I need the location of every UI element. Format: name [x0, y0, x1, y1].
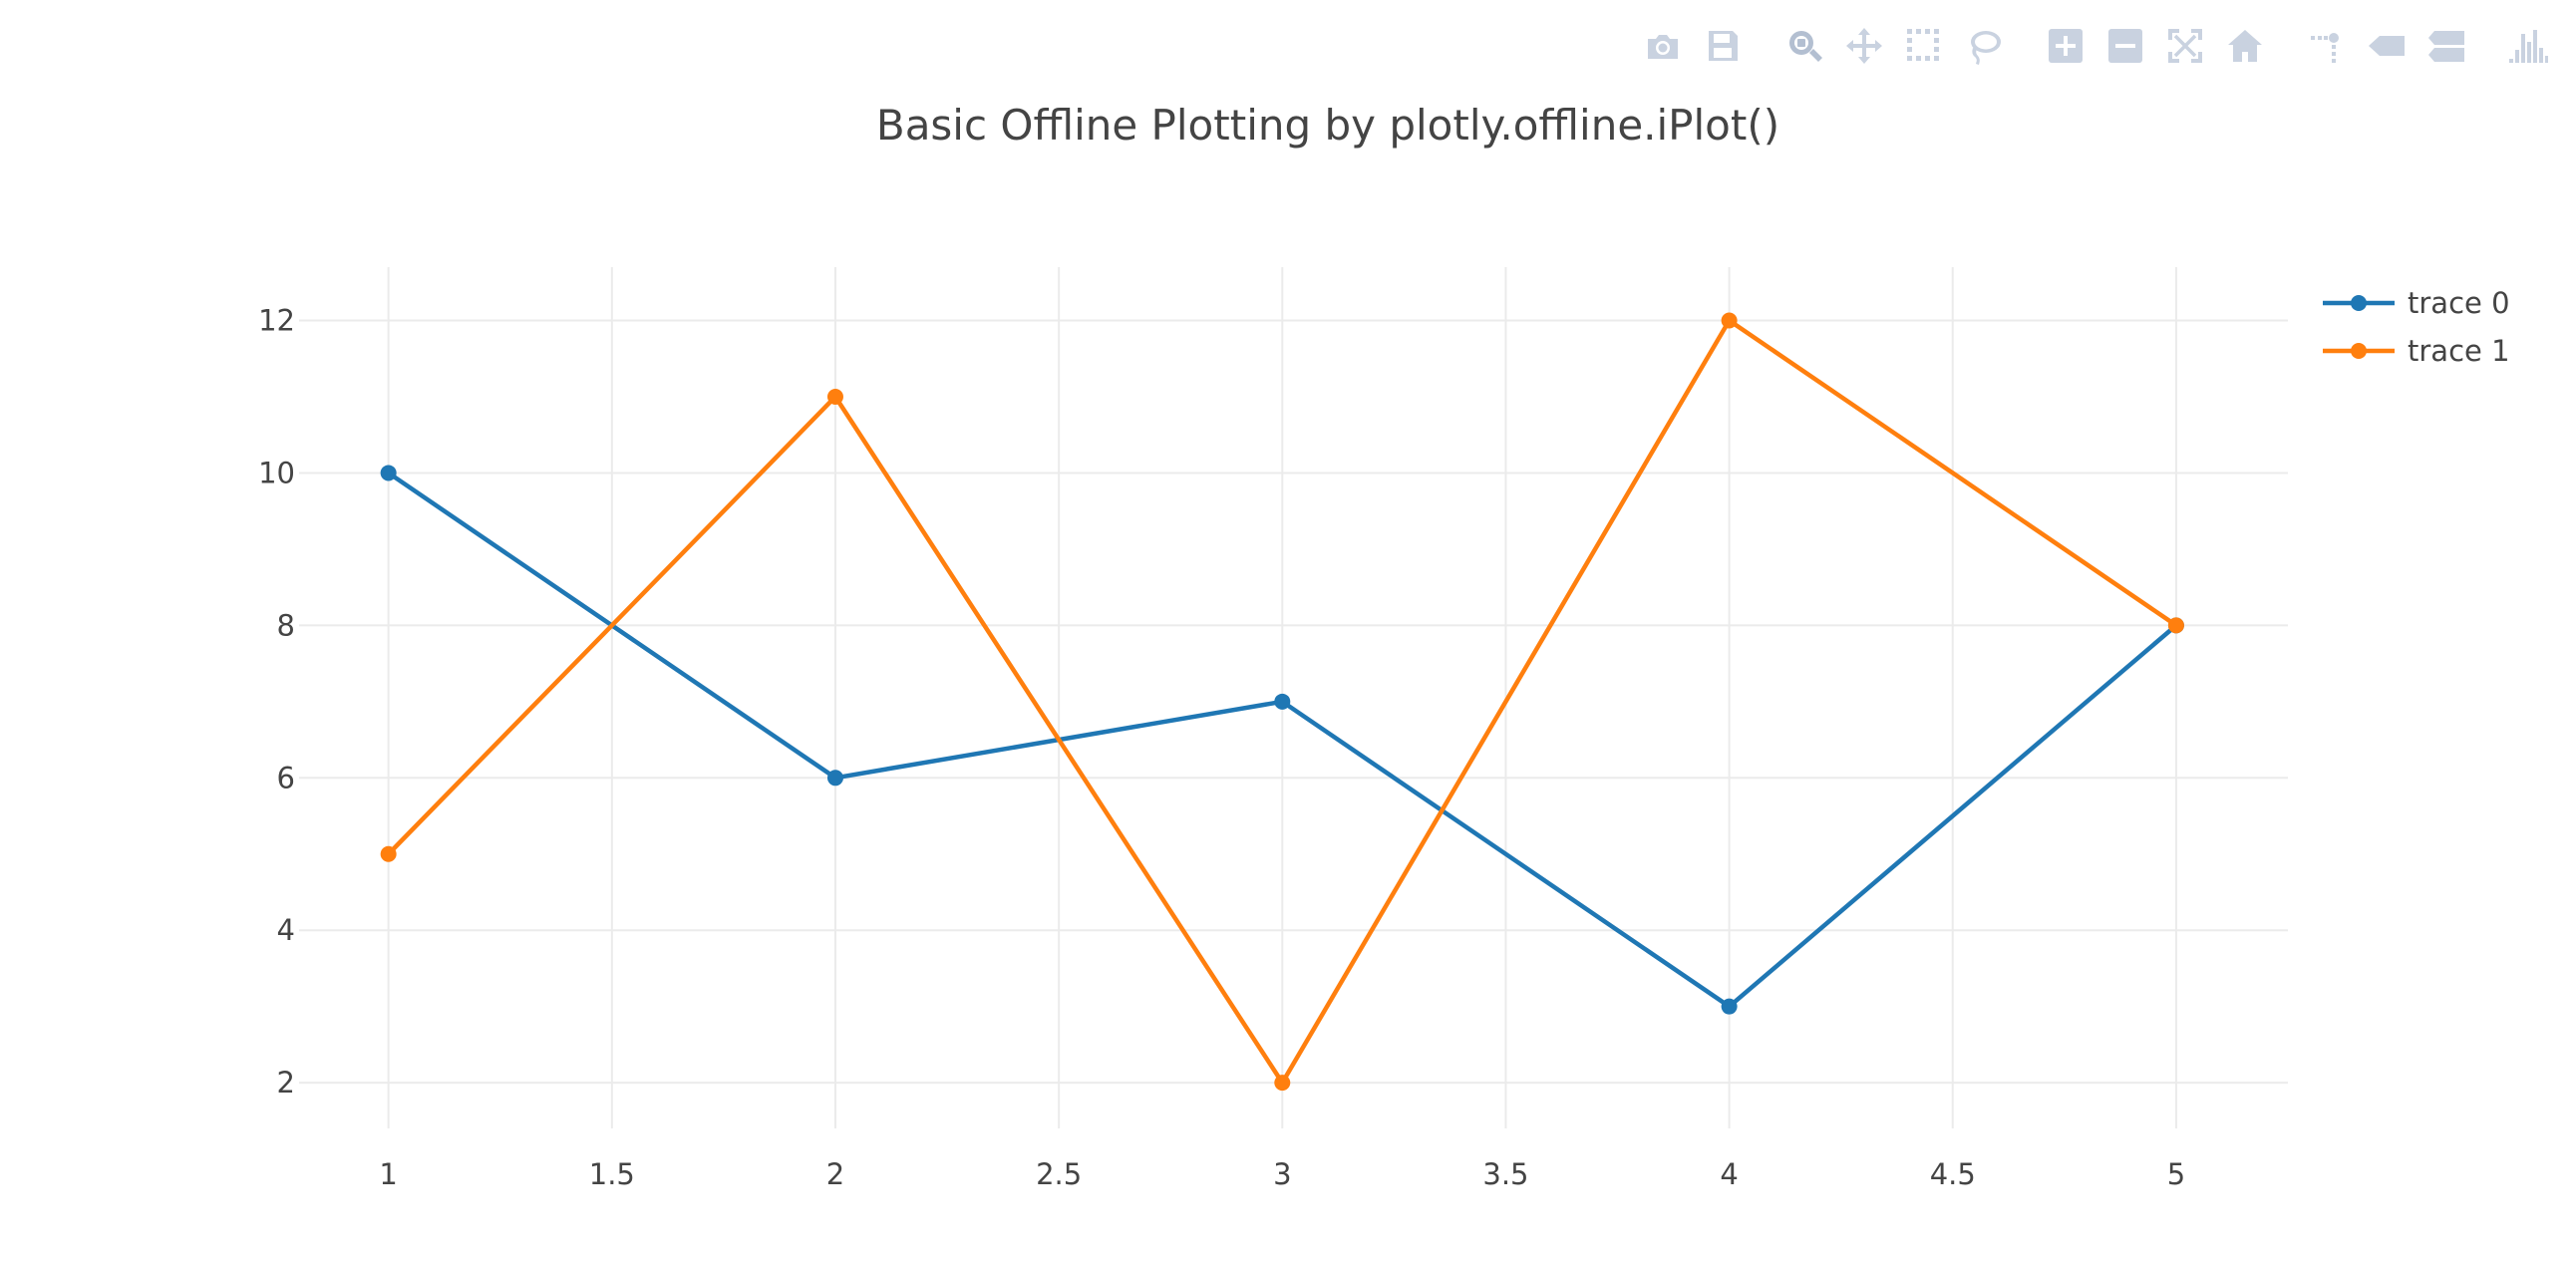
spike-lines-button[interactable] — [2297, 22, 2357, 70]
box-select-icon — [1907, 29, 1939, 61]
x-tick-label: 4 — [1720, 1157, 1738, 1191]
lasso-select-icon — [1971, 31, 2001, 65]
lasso-select-button[interactable] — [1954, 22, 2014, 70]
modebar-group-logo — [2498, 22, 2558, 70]
series-layer — [380, 312, 2184, 1092]
data-point[interactable] — [1274, 1075, 1291, 1092]
modebar-group-export — [1633, 22, 1753, 70]
chart-title: Basic Offline Plotting by plotly.offline… — [876, 101, 1779, 150]
data-point[interactable] — [826, 388, 843, 405]
modebar-group-drag — [1774, 22, 2014, 70]
x-tick-label: 2.5 — [1036, 1157, 1082, 1191]
y-tick-label: 8 — [277, 608, 295, 642]
legend[interactable]: trace 0 trace 1 — [2323, 286, 2510, 368]
legend-item[interactable]: trace 0 — [2323, 286, 2510, 320]
x-tick-label: 3 — [1273, 1157, 1291, 1191]
plotly-logo-link[interactable] — [2498, 22, 2558, 70]
x-tick-label: 3.5 — [1482, 1157, 1528, 1191]
y-tick-label: 4 — [277, 913, 295, 947]
modebar-group-hover — [2297, 22, 2476, 70]
reset-axes-button[interactable] — [2215, 22, 2275, 70]
legend-swatch-marker — [2351, 295, 2367, 311]
zoom-out-icon — [2108, 29, 2142, 63]
pan-icon — [1846, 28, 1882, 64]
box-select-button[interactable] — [1894, 22, 1954, 70]
x-tick-label: 4.5 — [1930, 1157, 1976, 1191]
autoscale-icon — [2168, 29, 2202, 63]
x-tick-label: 1.5 — [589, 1157, 635, 1191]
camera-icon — [1648, 35, 1678, 59]
hover-compare-icon — [2428, 31, 2464, 62]
zoom-icon — [1789, 31, 1822, 62]
save-button[interactable] — [1693, 22, 1753, 70]
plotly-logo-icon — [2509, 30, 2548, 63]
legend-label: trace 1 — [2408, 334, 2510, 368]
data-point[interactable] — [1721, 312, 1738, 329]
hover-closest-icon — [2369, 36, 2405, 56]
data-point[interactable] — [380, 845, 397, 862]
legend-label: trace 0 — [2408, 286, 2510, 320]
home-icon — [2228, 30, 2262, 62]
camera-button[interactable] — [1633, 22, 1693, 70]
hover-closest-button[interactable] — [2357, 22, 2416, 70]
spike-lines-icon — [2311, 33, 2339, 63]
modebar-group-zoom — [2036, 22, 2275, 70]
zoom-out-button[interactable] — [2095, 22, 2155, 70]
legend-swatch-marker — [2351, 343, 2367, 359]
series-1[interactable] — [380, 312, 2184, 1092]
modebar — [1611, 22, 2558, 70]
data-point[interactable] — [1721, 998, 1738, 1015]
x-tick-label: 1 — [379, 1157, 397, 1191]
autoscale-button[interactable] — [2155, 22, 2215, 70]
y-tick-label: 2 — [277, 1066, 295, 1100]
hover-compare-button[interactable] — [2416, 22, 2476, 70]
data-point[interactable] — [1274, 693, 1291, 710]
y-tick-label: 12 — [258, 304, 295, 338]
data-point[interactable] — [380, 465, 397, 481]
x-tick-label: 2 — [826, 1157, 844, 1191]
grid-lines — [299, 267, 2288, 1128]
y-tick-label: 6 — [277, 761, 295, 794]
legend-item[interactable]: trace 1 — [2323, 334, 2510, 368]
save-icon — [1709, 31, 1738, 61]
zoom-in-button[interactable] — [2036, 22, 2095, 70]
y-tick-label: 10 — [258, 456, 295, 489]
x-tick-label: 5 — [2167, 1157, 2185, 1191]
zoom-in-icon — [2049, 29, 2083, 63]
pan-button[interactable] — [1834, 22, 1894, 70]
zoom-button[interactable] — [1774, 22, 1834, 70]
data-point[interactable] — [826, 770, 843, 787]
data-point[interactable] — [2167, 617, 2184, 634]
axis-tick-labels: 1 1.5 2 2.5 3 3.5 4 4.5 5 2 4 6 8 10 12 — [258, 304, 2185, 1191]
